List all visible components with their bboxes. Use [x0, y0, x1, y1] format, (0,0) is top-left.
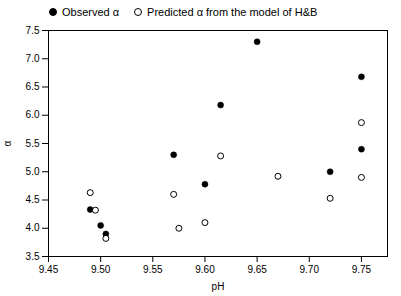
svg-text:6.0: 6.0: [26, 109, 40, 120]
svg-text:9.70: 9.70: [300, 264, 320, 275]
svg-text:6.5: 6.5: [26, 81, 40, 92]
svg-text:3.5: 3.5: [26, 251, 40, 262]
html-text:Observed α: Observed α: [62, 6, 120, 18]
svg-text:9.65: 9.65: [247, 264, 267, 275]
svg-text:5.5: 5.5: [26, 138, 40, 149]
html-text:Predicted α from the model of: Predicted α from the model of H&B: [147, 6, 318, 18]
svg-text:9.45: 9.45: [39, 264, 59, 275]
svg-text:7.5: 7.5: [26, 25, 40, 36]
svg-text:9.60: 9.60: [195, 264, 215, 275]
svg-text:7.0: 7.0: [26, 53, 40, 64]
svg-text:pH: pH: [212, 281, 225, 292]
svg-text:4.5: 4.5: [26, 194, 40, 205]
svg-text:9.50: 9.50: [91, 264, 111, 275]
svg-text:α: α: [2, 140, 13, 146]
svg-text:9.55: 9.55: [143, 264, 163, 275]
svg-text:4.0: 4.0: [26, 222, 40, 233]
svg-text:5.0: 5.0: [26, 166, 40, 177]
svg-text:9.75: 9.75: [352, 264, 372, 275]
